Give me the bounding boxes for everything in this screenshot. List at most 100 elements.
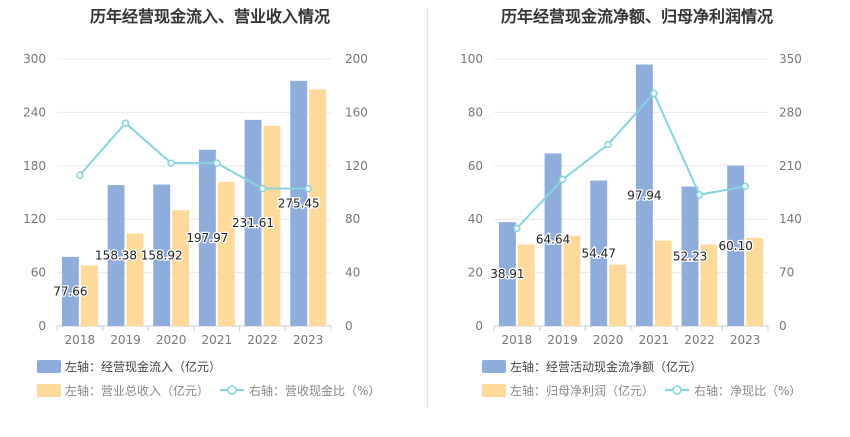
line-point [121, 119, 130, 127]
bar-primary [107, 185, 125, 326]
bar-secondary [563, 235, 581, 326]
right-axis-tick-label: 350 [779, 52, 802, 66]
bar-primary [198, 149, 216, 326]
line-point [741, 182, 749, 191]
line-series [76, 119, 312, 193]
bar-value-label: 54.47 [582, 246, 616, 260]
line-point [513, 224, 521, 233]
left-axis-tick-label: 60 [31, 266, 46, 280]
bar-secondary [126, 233, 144, 326]
bar-primary [290, 80, 308, 326]
right-axis-tick-label: 0 [345, 319, 353, 333]
bars [61, 80, 327, 327]
bar-secondary [80, 265, 98, 326]
bar-secondary [700, 244, 718, 326]
legend-swatch-primary [482, 360, 506, 373]
right-axis-tick-label: 280 [779, 105, 802, 119]
bar-value-label: 38.91 [490, 267, 524, 281]
bar-value-label: 158.38 [95, 249, 137, 263]
left-axis-tick-label: 0 [475, 319, 483, 333]
bar-secondary [517, 244, 535, 326]
left-axis-tick-label: 0 [38, 319, 46, 333]
left-axis-tick-label: 80 [468, 105, 483, 119]
bar-primary [544, 153, 562, 326]
x-axis-tick-label: 2022 [247, 333, 278, 347]
right-axis-tick-label: 40 [345, 266, 360, 280]
bar-value-label: 60.10 [719, 239, 753, 253]
bar-value-label: 52.23 [673, 249, 707, 263]
line-point [167, 159, 175, 167]
legend-swatch-primary [37, 360, 61, 373]
bar-value-label: 231.61 [232, 216, 274, 230]
line-point [304, 184, 312, 193]
bars [498, 64, 764, 327]
left-axis-tick-label: 120 [23, 212, 46, 226]
bar-secondary [172, 210, 190, 326]
x-axis-tick-label: 2018 [502, 333, 533, 347]
x-axis-tick-label: 2023 [293, 333, 324, 347]
x-axis-tick-label: 2019 [110, 333, 141, 347]
right-axis-tick-label: 160 [345, 105, 368, 119]
legend: 左轴：经营活动现金流净额（亿元） 左轴：归母净利润（亿元） 右轴：净现比（%） [482, 359, 801, 398]
right-axis-tick-label: 200 [345, 52, 368, 66]
x-axis-tick-label: 2021 [639, 333, 670, 347]
legend-swatch-secondary [37, 384, 61, 397]
ratio-line [516, 91, 746, 230]
bar-primary [153, 184, 171, 326]
axis-ticks: 0 60 120 180 240 300 0 40 80 120 160 200 2018 2019 202… [23, 52, 368, 347]
left-axis-tick-label: 20 [468, 266, 483, 280]
legend-label-primary: 左轴：经营活动现金流净额（亿元） [510, 359, 702, 374]
right-axis-tick-label: 120 [345, 159, 368, 173]
left-axis-tick-label: 100 [460, 52, 483, 66]
line-point [558, 175, 567, 184]
data-labels: 38.91 64.64 54.47 97.94 52.23 60.10 [489, 187, 754, 282]
x-axis-tick-label: 2020 [156, 333, 187, 347]
line-point [258, 184, 267, 193]
bar-value-label: 97.94 [627, 188, 661, 202]
line-point [604, 140, 612, 149]
bar-primary [635, 64, 653, 327]
bar-value-label: 197.97 [186, 231, 228, 245]
right-axis-tick-label: 70 [779, 266, 794, 280]
bar-secondary [654, 240, 672, 326]
chart-title: 历年经营现金流净额、归母净利润情况 [501, 7, 773, 26]
panel-divider [427, 8, 428, 408]
right-axis-tick-label: 210 [779, 159, 802, 173]
bar-secondary [746, 237, 764, 326]
right-axis-tick-label: 140 [779, 212, 802, 226]
bar-primary [681, 186, 699, 326]
legend-label-primary: 左轴：经营现金流入（亿元） [65, 359, 221, 374]
net-cash-profit-chart: 历年经营现金流净额、归母净利润情况 0 20 40 60 80 100 0 70 140 210 28… [460, 7, 802, 398]
legend-label-secondary: 左轴：营业总收入（亿元） [65, 383, 209, 398]
legend: 左轴：经营现金流入（亿元） 左轴：营业总收入（亿元） 右轴：营收现金比（%） [37, 359, 380, 398]
bar-primary [498, 222, 516, 326]
left-axis-tick-label: 60 [468, 159, 483, 173]
legend-swatch-line-marker [227, 385, 237, 395]
x-axis-tick-label: 2022 [684, 333, 715, 347]
left-axis-tick-label: 240 [23, 105, 46, 119]
bar-primary [590, 180, 608, 326]
bar-primary [61, 256, 79, 326]
right-axis-tick-label: 0 [779, 319, 787, 333]
x-axis-tick-label: 2023 [730, 333, 761, 347]
right-axis-tick-label: 80 [345, 212, 360, 226]
line-point [76, 171, 84, 179]
legend-label-line: 右轴：净现比（%） [694, 383, 801, 398]
left-axis-tick-label: 180 [23, 159, 46, 173]
x-axis-tick-label: 2020 [593, 333, 624, 347]
legend-label-secondary: 左轴：归母净利润（亿元） [510, 383, 654, 398]
bar-value-label: 158.92 [141, 248, 183, 262]
line-point [213, 159, 221, 167]
bar-primary [244, 119, 262, 327]
line-point [695, 191, 704, 199]
bar-secondary [263, 125, 281, 326]
bar-value-label: 77.66 [53, 284, 87, 298]
left-axis-tick-label: 300 [23, 52, 46, 66]
bar-value-label: 275.45 [278, 196, 320, 210]
axis-ticks: 0 20 40 60 80 100 0 70 140 210 280 350 2018 2019 2020 2… [460, 52, 802, 347]
bar-secondary [609, 264, 627, 326]
x-axis-tick-label: 2021 [202, 333, 233, 347]
bar-value-label: 64.64 [536, 233, 570, 247]
legend-label-line: 右轴：营收现金比（%） [249, 383, 380, 398]
